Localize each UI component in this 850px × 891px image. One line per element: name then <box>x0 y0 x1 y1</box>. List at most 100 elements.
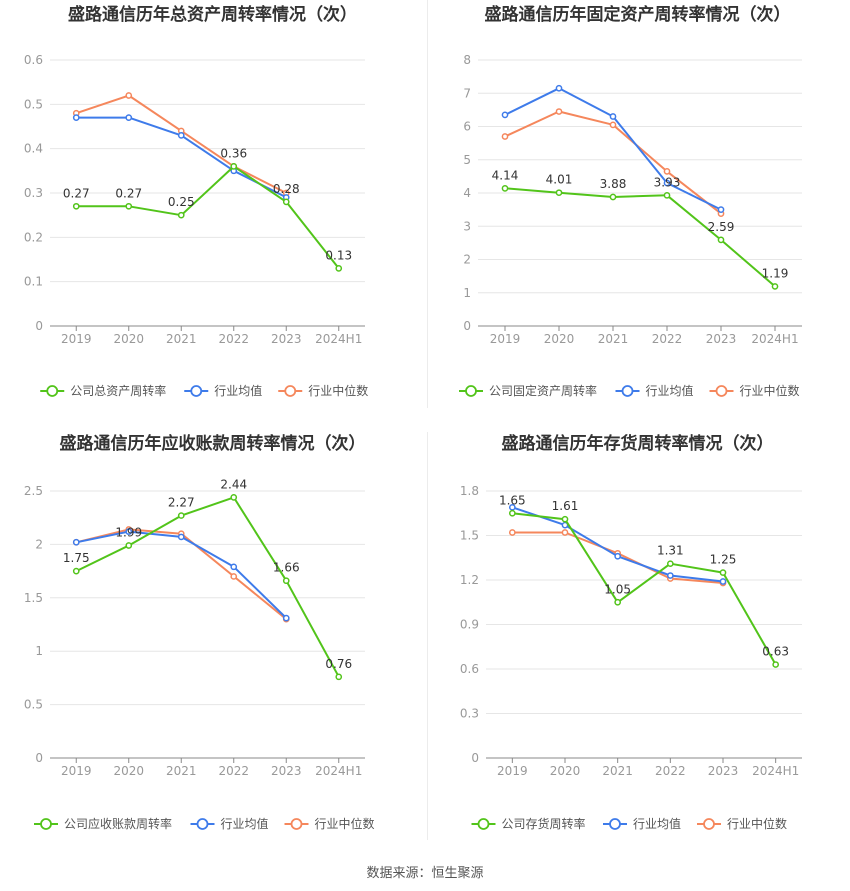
data-label: 0.76 <box>325 657 352 671</box>
legend-label: 行业中位数 <box>740 383 800 398</box>
data-label: 0.28 <box>273 182 300 196</box>
legend-item-industry-avg: 行业均值 <box>190 816 269 831</box>
legend-label: 行业中位数 <box>308 383 368 398</box>
column-divider-top <box>427 0 428 408</box>
x-tick-label: 2024H1 <box>315 764 362 778</box>
legend-marker <box>290 818 303 830</box>
data-point-company <box>282 577 290 585</box>
data-point-company <box>555 189 563 197</box>
data-point-industry-avg <box>125 114 133 121</box>
y-tick-label: 0 <box>35 751 43 765</box>
x-tick-label: 2022 <box>218 764 249 778</box>
y-tick-label: 1.5 <box>24 591 43 605</box>
legend-item-industry-avg: 行业均值 <box>615 383 694 398</box>
data-point-company <box>282 198 290 206</box>
y-tick-label: 0 <box>35 319 43 333</box>
data-point-industry-avg <box>177 132 185 139</box>
data-point-industry-median <box>501 133 509 140</box>
x-tick-label: 2020 <box>113 332 144 346</box>
data-label: 1.61 <box>552 499 579 513</box>
legend-item-industry-avg: 行业均值 <box>603 816 681 831</box>
data-point-industry-avg <box>663 179 671 187</box>
data-point-company <box>177 211 185 219</box>
legend-label: 行业均值 <box>214 383 262 398</box>
series-line-company <box>504 187 776 288</box>
data-label: 0.13 <box>325 248 352 262</box>
data-point-industry-avg <box>230 563 238 571</box>
x-tick-label: 2019 <box>61 332 92 346</box>
x-tick-label: 2020 <box>550 764 581 778</box>
data-label: 1.66 <box>273 561 300 575</box>
legend-item-company: 公司应收账款周转率 <box>34 816 172 831</box>
chart-panel-fixed-asset-turnover: 盛路通信历年固定资产周转率情况（次） 0 1 2 3 4 5 6 7 8 2019 2020 2021 2… <box>425 0 850 410</box>
series-line-industry-median <box>75 94 287 194</box>
data-point-company <box>609 193 617 201</box>
data-point-company <box>177 512 185 519</box>
x-tick-label: 2023 <box>706 332 737 346</box>
data-point-company <box>666 560 674 568</box>
data-point-industry-avg <box>72 538 80 546</box>
data-point-industry-median <box>555 108 563 115</box>
data-point-industry-avg <box>717 206 725 213</box>
legend-item-industry-median: 行业中位数 <box>278 383 368 398</box>
data-label: 1.19 <box>762 266 789 280</box>
y-tick-label: 0.1 <box>24 275 43 289</box>
y-tick-label: 3 <box>463 219 471 233</box>
data-point-company <box>772 661 780 668</box>
legend-marker <box>40 818 52 830</box>
legend-label: 公司总资产周转率 <box>70 383 166 398</box>
chart-title: 盛路通信历年固定资产周转率情况（次） <box>485 4 791 25</box>
x-tick-label: 2022 <box>655 764 686 778</box>
y-tick-label: 0.3 <box>460 707 479 721</box>
series-line-company <box>75 496 340 678</box>
y-tick-label: 0.4 <box>24 142 43 156</box>
series-line-company <box>512 512 777 666</box>
y-tick-label: 1.2 <box>460 573 479 587</box>
x-tick-label: 2019 <box>497 764 528 778</box>
y-tick-label: 0.3 <box>24 186 43 200</box>
data-point-industry-median <box>609 121 617 129</box>
chart-fixed-asset-turnover: 盛路通信历年固定资产周转率情况（次） 0 1 2 3 4 5 6 7 8 2019 2020 2021 2… <box>459 4 802 398</box>
data-point-company <box>230 163 238 170</box>
data-point-industry-avg <box>501 111 509 119</box>
chart-inventory-turnover: 盛路通信历年存货周转率情况（次） 0 0.3 0.6 0.9 1.2 1.5 1.8 2019 2… <box>460 433 802 831</box>
chart-total-asset-turnover: 盛路通信历年总资产周转率情况（次） 0 0.1 0.2 0.3 0.4 0.5 0.6 2019… <box>24 4 368 398</box>
x-tick-label: 2021 <box>598 332 629 346</box>
data-label: 3.88 <box>600 177 627 191</box>
data-label: 1.75 <box>63 551 90 565</box>
data-label: 0.36 <box>220 146 247 160</box>
data-point-company <box>501 184 509 192</box>
legend-label: 行业中位数 <box>315 816 375 831</box>
data-label: 0.63 <box>762 645 789 659</box>
y-tick-label: 2.5 <box>24 484 43 498</box>
y-tick-label: 1 <box>35 644 43 658</box>
data-point-company <box>72 202 80 210</box>
data-point-company <box>663 191 671 199</box>
legend-label: 公司固定资产周转率 <box>489 383 597 398</box>
data-label: 0.25 <box>168 195 195 209</box>
x-tick-label: 2019 <box>490 332 521 346</box>
y-tick-label: 2 <box>463 253 471 267</box>
data-point-company <box>335 673 343 681</box>
data-point-industry-avg <box>666 572 674 579</box>
y-tick-label: 0.5 <box>24 97 43 111</box>
data-label: 1.99 <box>115 525 142 539</box>
y-tick-label: 5 <box>463 153 471 167</box>
legend-marker <box>465 385 477 397</box>
data-point-industry-median <box>508 529 516 536</box>
x-tick-label: 2022 <box>218 332 249 346</box>
x-tick-label: 2022 <box>652 332 683 346</box>
chart-panel-total-asset-turnover: 盛路通信历年总资产周转率情况（次） 0 0.1 0.2 0.3 0.4 0.5 0.6 2019… <box>0 0 425 410</box>
data-point-company <box>72 567 80 575</box>
legend-label: 行业均值 <box>646 383 694 398</box>
data-label: 4.01 <box>546 173 573 187</box>
chart-title: 盛路通信历年总资产周转率情况（次） <box>68 4 357 25</box>
series-line-industry-avg <box>511 506 724 583</box>
legend-marker <box>196 818 209 830</box>
column-divider-bottom <box>427 432 428 840</box>
data-label: 4.14 <box>492 168 519 182</box>
legend-item-industry-avg: 行业均值 <box>184 383 262 398</box>
legend-item-industry-median: 行业中位数 <box>284 816 375 831</box>
legend-label: 行业中位数 <box>727 816 787 831</box>
